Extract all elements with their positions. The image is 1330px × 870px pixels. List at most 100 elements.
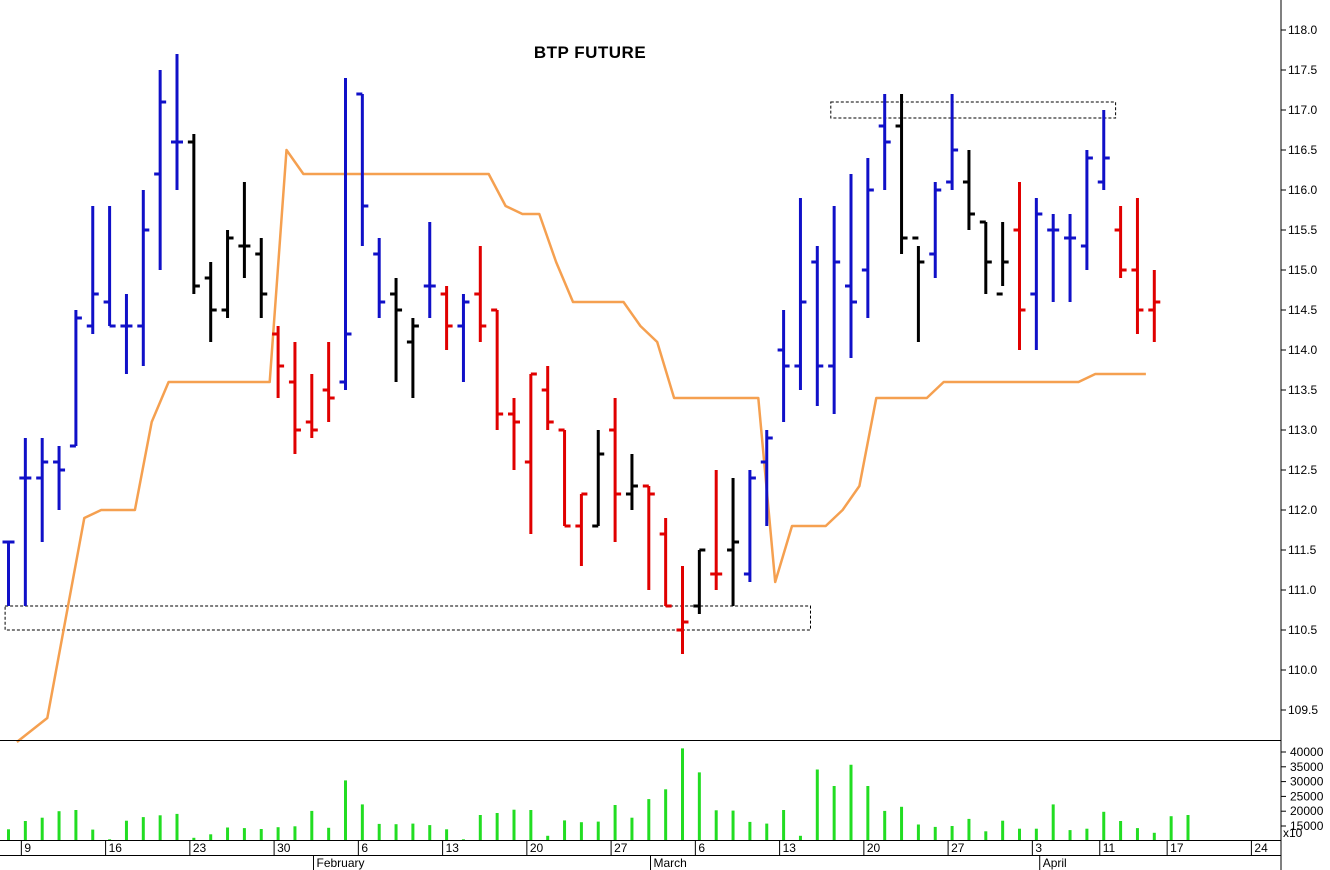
day-tick-label: 30 [277,841,291,855]
volume-tick-label: 30000 [1290,775,1324,789]
price-tick-label: 109.5 [1288,703,1318,717]
price-tick-label: 110.5 [1288,623,1317,637]
ohlc-bar [979,220,992,294]
ohlc-bar [946,94,959,190]
ohlc-bar [794,198,807,390]
ohlc-bar [558,428,571,528]
ohlc-bar [2,540,15,606]
ohlc-bar [508,398,520,470]
ohlc-bar [440,286,453,350]
ohlc-bar [592,430,605,528]
volume-multiplier-label: x10 [1283,826,1303,840]
day-tick-label: 27 [614,841,628,855]
ohlc-bar [238,182,251,278]
zone-1 [4,605,812,631]
ohlc-bar [154,70,167,270]
price-tick-label: 114.0 [1288,343,1317,357]
ohlc-bar [1013,182,1026,350]
ohlc-bar [19,438,32,606]
price-tick-label: 114.5 [1288,303,1317,317]
stop-line [16,148,1146,743]
price-tick-label: 113.0 [1288,423,1317,437]
ohlc-bar [777,310,790,422]
ohlc-bar [137,190,150,366]
ohlc-bar [305,374,318,438]
ohlc-bar [423,222,436,318]
day-tick-label: 3 [1035,841,1042,855]
ohlc-bar [625,454,638,510]
ohlc-bar [1114,206,1127,278]
ohlc-bar [322,342,335,422]
day-tick-label: 24 [1254,841,1268,855]
ohlc-bar [575,492,588,566]
price-tick-label: 116.5 [1288,143,1317,157]
price-tick-label: 113.5 [1288,383,1317,397]
volume-tick-label: 25000 [1290,789,1324,803]
ohlc-bar [895,94,908,254]
price-tick-label: 117.0 [1288,103,1317,117]
day-axis-labels: 9 16 23 30 6 13 20 27 6 13 20 27 3 11 17 24 [20,840,1268,855]
day-tick-label: 20 [867,841,881,855]
price-axis-ticks: 118.0 117.5 117.0 116.5 116.0 115.5 115.0 114.5… [1281,23,1318,717]
ohlc-bar [204,262,217,342]
day-tick-label: 6 [698,841,705,855]
price-tick-label: 115.0 [1288,263,1317,277]
volume-bars [7,748,1190,840]
price-tick-label: 111.0 [1288,583,1317,597]
day-tick-label: 6 [361,841,368,855]
ohlc-bar [1030,198,1043,350]
volume-tick-label: 40000 [1290,745,1324,759]
day-tick-label: 9 [24,841,31,855]
ohlc-bar [356,92,369,246]
ohlc-bar [743,470,756,582]
ohlc-bar [996,222,1009,296]
ohlc-bar [339,78,352,390]
price-tick-label: 118.0 [1288,23,1317,37]
day-tick-label: 20 [530,841,544,855]
ohlc-bar [541,366,554,430]
ohlc-bar [828,206,841,414]
ohlc-bar [120,294,133,374]
ohlc-bar [1097,110,1110,190]
volume-tick-label: 35000 [1290,760,1324,774]
ohlc-bar [676,566,689,654]
ohlc-bar [53,446,66,510]
ohlc-bar [524,372,537,534]
month-tick-label: April [1043,856,1067,870]
ohlc-bar [36,438,49,542]
day-tick-label: 13 [783,841,797,855]
volume-tick-label: 20000 [1290,804,1324,818]
ohlc-bar [710,470,723,590]
month-tick-label: March [653,856,686,870]
month-axis-labels: February March April [312,855,1067,870]
price-tick-label: 110.0 [1288,663,1317,677]
zone-2 [830,101,1117,119]
ohlc-bar [962,150,975,230]
ohlc-bar [693,548,706,614]
price-tick-label: 116.0 [1288,183,1317,197]
ohlc-bar [1148,270,1161,342]
chart-title: BTP FUTURE [534,43,646,62]
ohlc-bar [1131,198,1144,334]
volume-tick-label: 15000 [1290,819,1324,833]
ohlc-bar [272,326,285,398]
support-resistance-zones [4,101,1117,631]
day-tick-label: 23 [193,841,207,855]
ohlc-bar [861,158,874,318]
ohlc-bars [2,54,1161,654]
ohlc-bar [1047,214,1060,302]
ohlc-bar [255,238,268,318]
ohlc-bar [103,206,116,328]
ohlc-bar [878,94,891,190]
trailing-stop-line [16,148,1146,743]
ohlc-bar [406,318,419,398]
ohlc-bar [912,236,925,342]
ohlc-bar [760,430,773,526]
ohlc-bar [1064,214,1077,302]
day-tick-label: 13 [446,841,460,855]
ohlc-bar [373,238,386,318]
day-tick-label: 17 [1170,841,1184,855]
ohlc-bar [288,342,301,454]
